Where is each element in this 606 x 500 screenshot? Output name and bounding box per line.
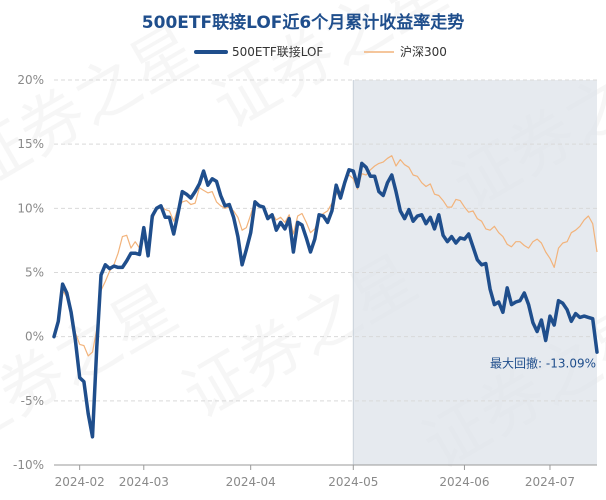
x-tick-label: 2024-04 [226, 475, 276, 489]
chart-title: 500ETF联接LOF近6个月累计收益率走势 [142, 12, 464, 33]
legend: 500ETF联接LOF 沪深300 [194, 44, 447, 59]
x-tick-label: 2024-07 [525, 475, 575, 489]
x-tick-label: 2024-06 [439, 475, 489, 489]
x-tick-label: 2024-02 [55, 475, 105, 489]
legend-label-index: 沪深300 [400, 45, 447, 59]
y-axis-ticks: 20% 15% 10% 5% 0% -5% -10% [13, 73, 44, 472]
y-tick-label: -5% [21, 394, 44, 408]
max-drawdown-label: 最大回撤: -13.09% [490, 355, 596, 370]
watermark-text: 证券之星 [0, 12, 210, 204]
y-tick-label: 15% [17, 137, 44, 151]
y-tick-label: 0% [25, 330, 44, 344]
y-tick-label: 5% [25, 266, 44, 280]
x-tick-label: 2024-03 [119, 475, 169, 489]
y-tick-label: -10% [13, 458, 44, 472]
y-tick-label: 20% [17, 73, 44, 87]
y-tick-label: 10% [17, 201, 44, 215]
x-axis: 2024-02 2024-03 2024-04 2024-05 2024-06 2024-… [54, 464, 597, 489]
x-tick-label: 2024-05 [328, 475, 378, 489]
series-line-500etf [52, 161, 599, 439]
legend-label-fund: 500ETF联接LOF [232, 44, 323, 59]
